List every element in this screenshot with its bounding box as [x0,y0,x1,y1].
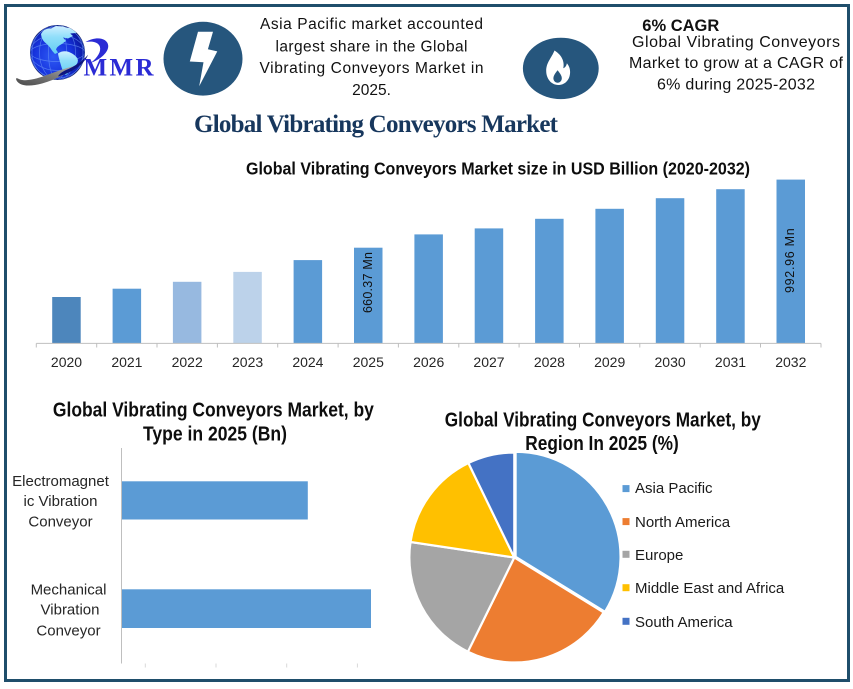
svg-text:Global Vibrating Conveyors: Global Vibrating Conveyors [632,34,840,51]
svg-text:Global Vibrating Conveyors Mar: Global Vibrating Conveyors Market, by [445,410,762,432]
svg-text:MMR: MMR [84,55,155,82]
svg-text:2025: 2025 [353,354,384,370]
svg-text:Asia Pacific: Asia Pacific [635,480,713,497]
svg-text:2022: 2022 [172,354,203,370]
svg-text:Market to grow at a CAGR of: Market to grow at a CAGR of [629,55,844,72]
svg-text:South America: South America [635,614,733,631]
svg-text:Conveyor: Conveyor [28,514,92,531]
svg-text:largest share in the Global: largest share in the Global [276,39,468,56]
svg-text:Mechanical: Mechanical [31,582,107,599]
svg-text:2029: 2029 [594,354,625,370]
svg-text:North America: North America [635,514,731,531]
svg-text:Middle East and Africa: Middle East and Africa [635,580,785,597]
svg-text:2027: 2027 [473,354,504,370]
svg-text:Region In 2025 (%): Region In 2025 (%) [525,433,679,455]
svg-text:Europe: Europe [635,547,683,564]
svg-text:660.37 Mn: 660.37 Mn [361,252,375,313]
svg-text:Electromagnet: Electromagnet [12,473,110,490]
svg-text:2026: 2026 [413,354,444,370]
svg-text:2025.: 2025. [352,82,391,99]
svg-text:6% CAGR: 6% CAGR [642,17,719,35]
svg-text:Conveyor: Conveyor [36,623,100,640]
svg-text:2031: 2031 [715,354,746,370]
svg-text:ic Vibration: ic Vibration [24,493,98,510]
svg-text:Global Vibrating Conveyors Mar: Global Vibrating Conveyors Market, by [53,400,375,422]
svg-text:2020: 2020 [51,354,82,370]
svg-text:2023: 2023 [232,354,263,370]
svg-text:Vibration: Vibration [41,602,100,619]
svg-text:2021: 2021 [111,354,142,370]
svg-text:Global Vibrating Conveyors Mar: Global Vibrating Conveyors Market size i… [246,159,750,179]
svg-text:Asia Pacific market accounted: Asia Pacific market accounted [260,16,483,33]
svg-text:2028: 2028 [534,354,565,370]
svg-text:2032: 2032 [775,354,806,370]
svg-text:6% during 2025-2032: 6% during 2025-2032 [657,77,815,94]
svg-text:2024: 2024 [292,354,323,370]
svg-text:Vibrating Conveyors Market in: Vibrating Conveyors Market in [260,60,484,77]
svg-text:Global Vibrating Conveyors Mar: Global Vibrating Conveyors Market [194,111,559,138]
svg-text:2030: 2030 [655,354,686,370]
svg-text:Type in 2025 (Bn): Type in 2025 (Bn) [143,424,287,446]
svg-text:992.96 Mn: 992.96 Mn [783,228,797,293]
